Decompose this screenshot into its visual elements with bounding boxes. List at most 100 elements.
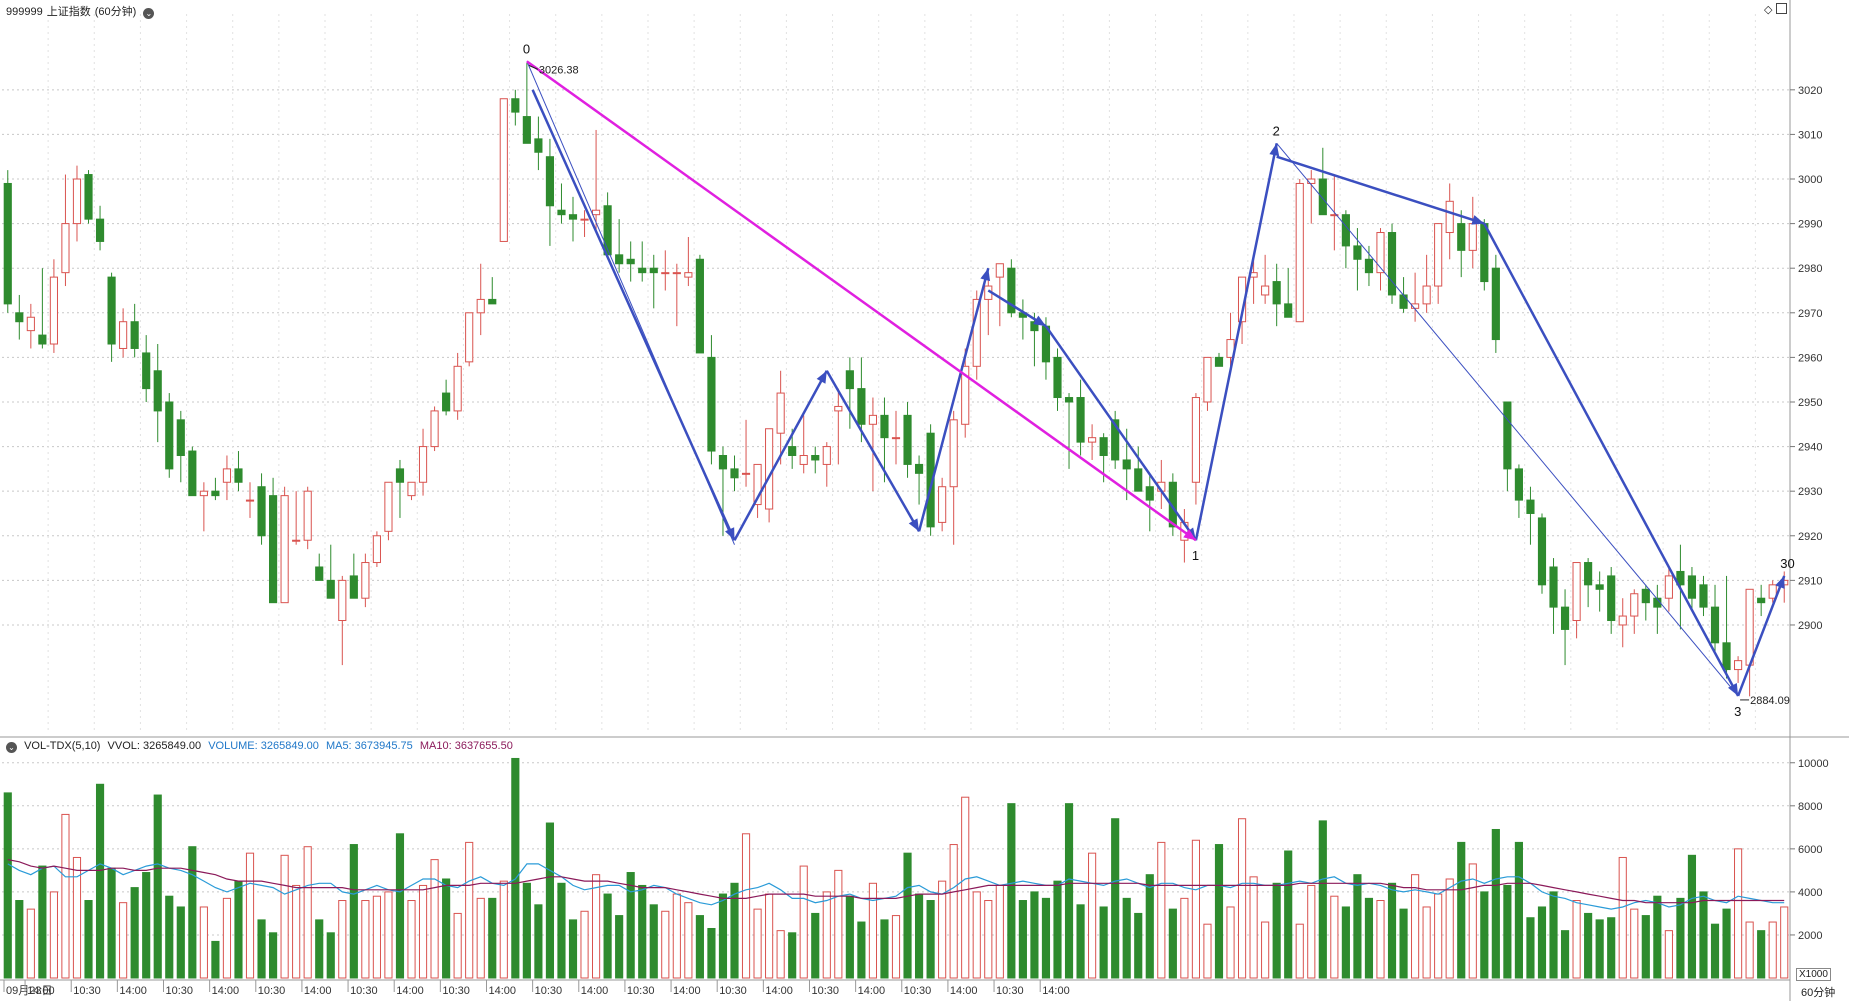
candle: [661, 250, 670, 291]
volume-layer: [3, 757, 1789, 979]
diamond-icon[interactable]: ◇: [1764, 4, 1773, 16]
candle-body: [1584, 562, 1593, 586]
volume-bar: [534, 904, 543, 979]
candle: [349, 553, 358, 599]
candle: [903, 401, 912, 478]
candle: [1145, 473, 1154, 532]
candle: [1618, 598, 1627, 648]
volume-bar: [1676, 897, 1685, 979]
candle-body: [1364, 258, 1374, 274]
volume-bar: [638, 884, 647, 979]
volume-bar: [1584, 912, 1593, 979]
volume-bar: [1226, 906, 1235, 979]
candle: [465, 312, 474, 367]
volume-bar: [1491, 828, 1500, 979]
volume-bar: [672, 893, 681, 979]
candle: [1699, 575, 1708, 617]
candle-body: [107, 276, 116, 345]
ma10-line: [7, 859, 1785, 904]
candle-body: [626, 258, 635, 265]
wave-arrowhead: [1269, 143, 1280, 157]
candle-body: [1664, 575, 1673, 599]
volume-bar: [1480, 891, 1489, 979]
volume-bar: [38, 865, 47, 979]
candle-body: [903, 414, 912, 465]
volume-bar: [326, 932, 335, 979]
time-tick-label: 14:00: [396, 985, 424, 997]
volume-bar: [26, 908, 35, 979]
candle: [1318, 147, 1327, 216]
wave-arrowhead: [980, 268, 991, 282]
volume-bar: [615, 915, 624, 979]
candle: [1030, 312, 1039, 367]
candle-body: [1007, 267, 1016, 314]
volume-bar: [257, 919, 266, 979]
window-toggle-icon[interactable]: [1776, 3, 1788, 14]
volume-bar: [234, 880, 243, 979]
volume-bar: [1341, 906, 1350, 979]
candle-body: [257, 486, 266, 537]
candle: [1445, 183, 1454, 260]
volume-bar: [222, 897, 232, 979]
time-tick-label: 10:30: [627, 985, 655, 997]
wave-leg: [531, 89, 736, 541]
period-button[interactable]: 60分钟: [1801, 987, 1836, 999]
volume-bar: [626, 872, 635, 979]
volume-bar: [707, 927, 716, 979]
candle: [580, 210, 589, 237]
candle-body: [649, 267, 658, 274]
time-tick-label: 10:30: [904, 985, 932, 997]
time-tick-label: 10:30: [165, 985, 193, 997]
time-tick-label: 10:30: [350, 985, 378, 997]
candle-body: [188, 450, 197, 497]
candle-body: [661, 272, 670, 275]
volume-tick-label: 8000: [1798, 801, 1822, 813]
candle-body: [788, 446, 797, 457]
vvol-value: VVOL: 3265849.00: [107, 740, 202, 752]
ma5-value: MA5: 3673945.75: [325, 740, 413, 752]
candle-body: [741, 472, 751, 475]
indicator-menu-icon[interactable]: ⌄: [6, 742, 17, 753]
candle-body: [1641, 588, 1650, 604]
volume-bar: [199, 906, 208, 979]
high-value-label: 3026.38: [539, 64, 579, 76]
volume-bar: [1445, 878, 1454, 979]
time-tick-label: 14:00: [304, 985, 332, 997]
price-tick-label: 2940: [1798, 442, 1822, 454]
candle-body: [3, 182, 12, 305]
volume-bar: [1041, 897, 1051, 979]
candle-body: [280, 495, 289, 604]
candle: [1007, 259, 1016, 318]
candle-body: [430, 410, 439, 448]
candle-body: [1353, 245, 1362, 260]
candle: [1549, 558, 1558, 634]
candle-body: [891, 437, 901, 440]
volume-bar: [695, 915, 704, 979]
volume-bar: [188, 846, 197, 979]
candle-body: [1376, 232, 1385, 274]
volume-bar: [1710, 923, 1720, 979]
time-tick-label: 14:00: [765, 985, 793, 997]
time-tick-label: 10:30: [258, 985, 286, 997]
chevron-down-icon[interactable]: ⌄: [143, 8, 155, 19]
candle-body: [1330, 214, 1339, 217]
volume-bar: [1664, 930, 1673, 979]
volume-bar: [1134, 912, 1143, 979]
time-tick-label: 10:30: [535, 985, 563, 997]
candle: [949, 410, 958, 545]
candle-body: [384, 481, 393, 532]
volume-bar: [1526, 917, 1535, 979]
wave-arrowhead: [1775, 575, 1785, 589]
volume-bar: [1318, 820, 1327, 979]
candle-body: [292, 539, 301, 542]
symbol-name: 上证指数: [46, 6, 91, 18]
candle-body: [222, 468, 232, 483]
volume-bar: [938, 880, 947, 979]
volume-bar: [95, 783, 105, 979]
candle-body: [914, 463, 924, 474]
ma5-line: [7, 863, 1785, 910]
volume-bar: [84, 900, 93, 979]
candle-body: [695, 258, 704, 354]
volume-bar: [1261, 921, 1270, 979]
